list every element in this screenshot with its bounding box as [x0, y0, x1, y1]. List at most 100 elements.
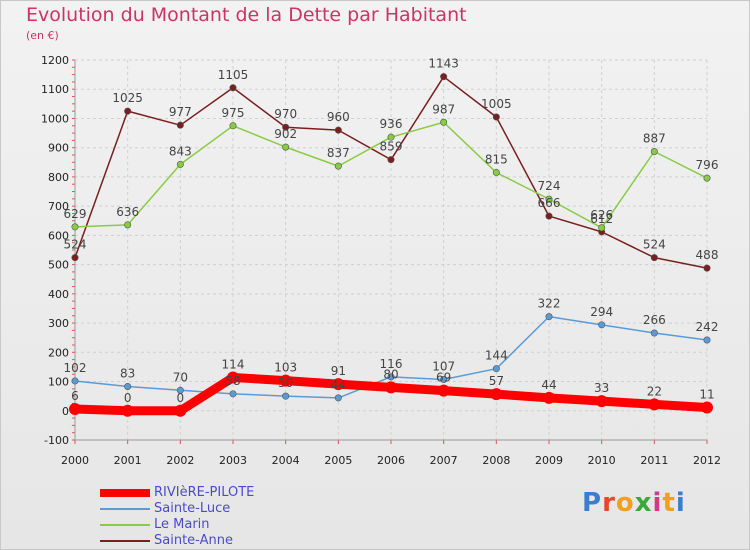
data-point — [492, 365, 500, 373]
data-label: 636 — [116, 205, 139, 219]
data-label: 116 — [380, 357, 403, 371]
data-point — [71, 223, 79, 231]
data-label: 44 — [541, 378, 556, 392]
logo-letter: i — [652, 488, 663, 518]
legend-label: Sainte-Anne — [154, 533, 233, 548]
data-point — [71, 254, 79, 262]
data-point — [703, 336, 711, 344]
data-label: 103 — [274, 361, 297, 375]
y-tick-label: 800 — [48, 171, 69, 184]
data-label: 724 — [538, 179, 561, 193]
data-label: 488 — [696, 248, 719, 262]
y-tick-label: 1000 — [41, 112, 69, 125]
data-point — [334, 126, 342, 134]
y-tick-label: 900 — [48, 142, 69, 155]
data-point — [440, 73, 448, 81]
data-point — [176, 160, 184, 168]
logo-letter: o — [615, 488, 635, 518]
data-point — [176, 386, 184, 394]
data-point — [703, 264, 711, 272]
y-tick-label: 200 — [48, 346, 69, 359]
data-label: 6 — [71, 389, 79, 403]
data-label: 1025 — [112, 91, 143, 105]
x-tick-label: 2000 — [61, 454, 89, 467]
legend-label: RIVIèRE-PILOTE — [154, 485, 255, 500]
data-point — [282, 392, 290, 400]
data-labels: 524 1025 977 1105 970 960 859 1143 1005 666 612 524… — [64, 57, 719, 405]
data-label: 970 — [274, 107, 297, 121]
data-point — [332, 378, 345, 391]
data-label: 102 — [64, 361, 87, 375]
data-point — [545, 313, 553, 321]
y-tick-label: -100 — [44, 434, 69, 447]
data-point — [279, 374, 292, 387]
legend-swatch — [100, 524, 150, 526]
data-point — [229, 390, 237, 398]
data-point — [124, 383, 132, 391]
y-tick-label: 0 — [62, 405, 69, 418]
data-label: 83 — [120, 367, 135, 381]
data-label: 69 — [436, 371, 451, 385]
data-point — [387, 133, 395, 141]
data-label: 666 — [538, 196, 561, 210]
data-label: 612 — [590, 212, 613, 226]
data-point — [545, 195, 553, 203]
logo-letter: i — [675, 488, 686, 518]
series-le-marin — [71, 118, 711, 232]
data-point — [701, 401, 713, 414]
legend-swatch — [100, 508, 150, 510]
data-label: 22 — [647, 384, 662, 398]
data-point — [121, 404, 134, 417]
y-tick-label: 300 — [48, 317, 69, 330]
data-label: 114 — [222, 357, 245, 371]
data-point — [703, 174, 711, 182]
data-point — [440, 118, 448, 126]
data-label: 524 — [643, 238, 666, 252]
data-label: 80 — [383, 367, 398, 381]
data-point — [492, 113, 500, 121]
data-label: 987 — [432, 102, 455, 116]
x-tick-label: 2007 — [430, 454, 458, 467]
legend-swatch — [100, 489, 150, 497]
data-label: 57 — [489, 374, 504, 388]
x-tick-label: 2006 — [377, 454, 405, 467]
data-label: 936 — [380, 117, 403, 131]
series-rivi-re-pilote — [69, 371, 713, 417]
data-point — [174, 404, 187, 417]
data-point — [282, 123, 290, 131]
y-tick-label: 1100 — [41, 83, 69, 96]
data-label: 50 — [278, 376, 293, 390]
data-label: 1005 — [481, 97, 512, 111]
data-point — [543, 391, 555, 404]
y-tick-label: 100 — [48, 376, 69, 389]
data-point — [282, 143, 290, 151]
data-point — [437, 384, 450, 397]
data-label: 843 — [169, 144, 192, 158]
data-label: 796 — [696, 158, 719, 172]
data-point — [490, 388, 503, 401]
data-label: 837 — [327, 146, 350, 160]
data-point — [229, 84, 237, 92]
data-point — [71, 377, 79, 385]
data-point — [595, 395, 608, 408]
data-label: 33 — [594, 381, 609, 395]
data-label: 266 — [643, 313, 666, 327]
legend-label: Sainte-Luce — [154, 501, 231, 516]
data-label: 1105 — [218, 68, 249, 82]
data-point — [334, 162, 342, 170]
x-tick-label: 2002 — [166, 454, 194, 467]
x-tick-label: 2001 — [114, 454, 142, 467]
data-label: 815 — [485, 153, 508, 167]
data-label: 107 — [432, 359, 455, 373]
data-label: 242 — [696, 320, 719, 334]
data-point — [176, 121, 184, 129]
data-point — [334, 394, 342, 402]
x-tick-label: 2004 — [272, 454, 300, 467]
data-point — [648, 398, 661, 411]
data-label: 58 — [225, 374, 240, 388]
data-label: 294 — [590, 305, 613, 319]
series-group — [69, 73, 713, 417]
y-tick-label: 1200 — [41, 54, 69, 67]
logo-letter: P — [582, 488, 603, 518]
x-tick-label: 2010 — [588, 454, 616, 467]
